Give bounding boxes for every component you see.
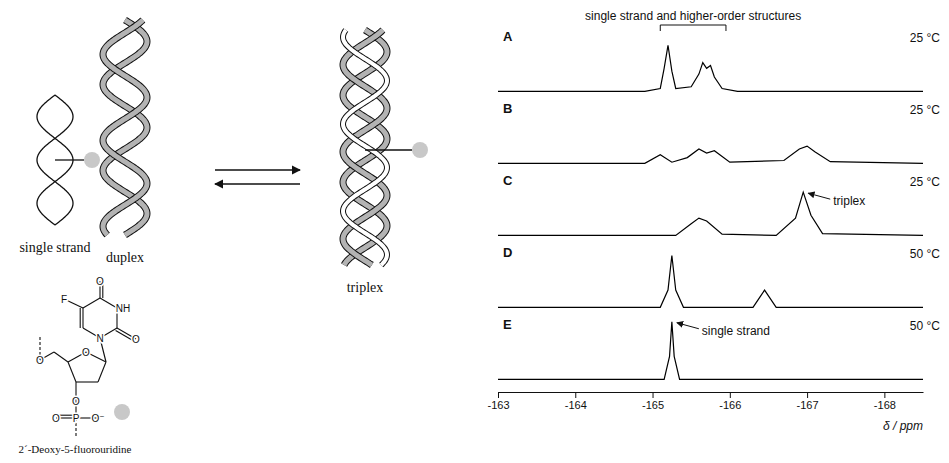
x-axis-title: δ / ppm xyxy=(883,419,923,433)
annotation: triplex xyxy=(833,194,865,208)
atom-label: O xyxy=(96,276,104,287)
atom-label: O xyxy=(72,396,80,407)
bracket xyxy=(660,25,726,31)
panel-letter: C xyxy=(503,173,513,188)
tick-mark xyxy=(575,392,576,398)
bond xyxy=(76,381,98,382)
tick-label: -163 xyxy=(487,399,509,411)
diagram: single strandduplextriplexFONHONOOOPOO⁻2… xyxy=(18,20,428,455)
atom-label: N xyxy=(96,333,103,344)
equilibrium-arrow xyxy=(215,183,300,184)
chart: A 25 °C single strand and higher-order str… xyxy=(487,9,940,433)
bond xyxy=(98,362,106,382)
temperature-label: 50 °C xyxy=(910,319,940,333)
temperature-label: 25 °C xyxy=(910,175,940,189)
strand xyxy=(343,30,387,265)
bond xyxy=(68,362,76,382)
fluorine-label-dot xyxy=(114,404,130,420)
diagram-label: duplex xyxy=(106,250,144,265)
strand-outline xyxy=(103,20,147,235)
spectrum xyxy=(498,192,923,235)
chart-texts: A 25 °C single strand and higher-order str… xyxy=(503,9,940,338)
tick-mark xyxy=(653,392,654,398)
atom-label: O xyxy=(82,347,90,358)
atom-label: O⁻ xyxy=(91,413,104,424)
atom-label: O xyxy=(52,413,60,424)
bond xyxy=(54,352,68,362)
figure: single strandduplextriplexFONHONOOOPOO⁻2… xyxy=(0,0,949,463)
strand xyxy=(103,20,147,235)
tick: -167 xyxy=(797,392,819,411)
panel-letter: D xyxy=(503,245,512,260)
tick-label: -164 xyxy=(565,399,587,411)
equilibrium-arrow xyxy=(215,169,300,170)
helix xyxy=(343,30,387,265)
strand xyxy=(343,30,387,265)
tick-mark xyxy=(498,392,499,398)
strand-outline xyxy=(343,30,387,265)
annotation-arrow xyxy=(808,193,830,199)
fluorine-label-dot xyxy=(412,142,428,158)
axis-line xyxy=(499,392,924,393)
strand-outline xyxy=(343,30,387,265)
atom-label: NH xyxy=(116,303,130,314)
structure-name: 2´-Deoxy-5-fluorouridine xyxy=(18,443,131,455)
bond xyxy=(83,298,100,308)
bond xyxy=(82,308,83,328)
tick-mark xyxy=(730,392,731,398)
tick-label: -166 xyxy=(719,399,741,411)
spectrum xyxy=(498,146,923,163)
annotation: single strand and higher-order structure… xyxy=(585,9,801,23)
tick-label: -165 xyxy=(642,399,664,411)
tick-mark xyxy=(807,392,808,398)
fluorine-label-dot xyxy=(84,152,100,168)
diagram-label: triplex xyxy=(347,280,384,295)
strand xyxy=(103,20,147,235)
atom-label: F xyxy=(61,294,67,305)
tick-mark xyxy=(884,392,885,398)
panel-letter: E xyxy=(503,317,512,332)
dot-link xyxy=(55,159,84,160)
diagram-label: single strand xyxy=(19,240,90,255)
atom-label: O xyxy=(36,355,44,366)
tick: -163 xyxy=(487,392,509,411)
tick-label: -168 xyxy=(874,399,896,411)
panel-letter: B xyxy=(503,101,512,116)
bond xyxy=(100,298,117,308)
panel-letter: A xyxy=(503,29,513,44)
spectrum xyxy=(498,322,923,380)
spectra xyxy=(498,45,923,379)
structure: FONHONOOOPOO⁻2´-Deoxy-5-fluorouridine xyxy=(18,276,140,456)
bond xyxy=(80,308,81,328)
atom-label: P xyxy=(73,413,80,424)
temperature-label: 25 °C xyxy=(910,31,940,45)
atom-label: O xyxy=(132,334,140,345)
helix xyxy=(103,20,147,235)
tick: -165 xyxy=(642,392,664,411)
spectrum xyxy=(498,45,923,91)
tick-label: -167 xyxy=(797,399,819,411)
tick: -168 xyxy=(874,392,896,411)
strand-outline xyxy=(343,30,387,265)
temperature-label: 25 °C xyxy=(910,103,940,117)
x-axis: -163 -164 -165 -166 -167 -168 xyxy=(487,392,923,411)
spectrum xyxy=(498,256,923,308)
strand xyxy=(343,30,387,265)
strand-outline xyxy=(103,20,147,235)
tick: -166 xyxy=(719,392,741,411)
dot-link xyxy=(365,149,412,150)
tick: -164 xyxy=(565,392,587,411)
temperature-label: 50 °C xyxy=(910,247,940,261)
annotation: single strand xyxy=(702,324,770,338)
annotation-arrow xyxy=(677,323,699,329)
